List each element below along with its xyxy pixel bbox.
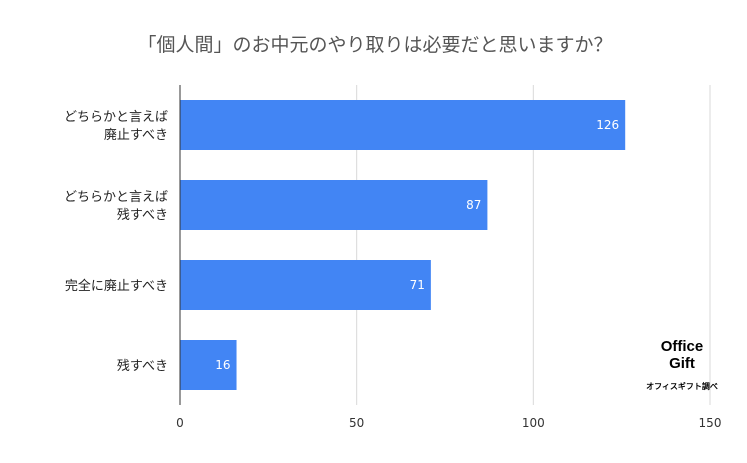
category-label-2: 完全に廃止すべき [65,278,168,294]
chart-title: 「個人間」のお中元のやり取りは必要だと思いますか？ [137,34,612,56]
category-label-line: どちらかと言えば [64,110,168,125]
bars: 126 87 71 16 [180,100,626,390]
x-tick-label-50: 50 [349,416,364,430]
bar-0 [180,100,626,150]
category-label-0: どちらかと言えば廃止すべき [64,110,168,143]
bar-3 [180,340,237,390]
category-label-line: 残すべき [117,208,168,223]
category-label-line: 完全に廃止すべき [65,278,168,294]
bar-value-label-1: 87 [466,198,481,212]
logo-line2: Gift [669,355,695,372]
bar-value-label-2: 71 [410,278,425,292]
x-tick-label-100: 100 [522,416,545,430]
category-label-1: どちらかと言えば残すべき [64,190,168,223]
category-label-line: 残すべき [117,359,168,374]
category-label-3: 残すべき [117,359,168,374]
bar-1 [180,180,488,230]
bar-value-label-0: 126 [596,118,619,132]
category-label-line: どちらかと言えば [64,190,168,205]
bar-value-label-3: 16 [215,358,230,372]
bar-2 [180,260,431,310]
logo-line1: Office [661,338,704,355]
x-tick-label-150: 150 [699,416,722,430]
x-tick-label-0: 0 [176,416,184,430]
office-gift-logo: Office Gift オフィスギフト調べ [646,338,718,391]
logo-caption: オフィスギフト調べ [646,381,718,391]
category-label-line: 廃止すべき [104,127,168,143]
x-axis-ticks: 0 50 100 150 [176,416,721,430]
